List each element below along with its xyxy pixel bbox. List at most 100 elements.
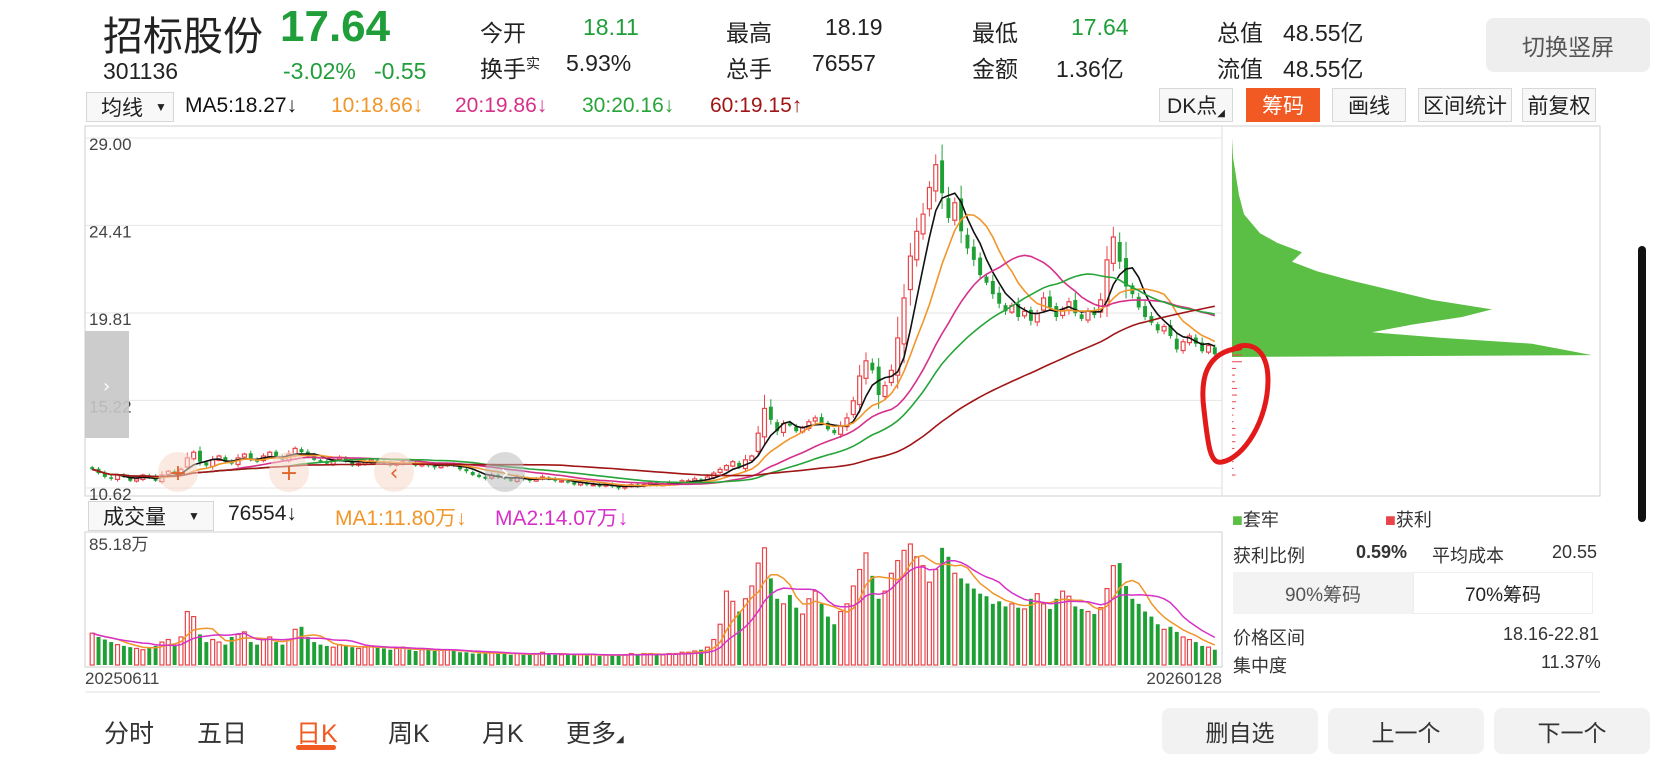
candle-down (1117, 241, 1122, 262)
volume-bar-down (876, 598, 881, 665)
volume-max-label: 85.18万 (89, 535, 149, 554)
volume-bar-down (1003, 606, 1008, 665)
candle-down (1047, 296, 1052, 308)
tab-daily-k[interactable]: 日K (296, 720, 338, 748)
chevron-right-icon: › (501, 461, 510, 486)
volume-bar-up (558, 654, 565, 666)
quote-amount-value: 1.36亿 (1056, 56, 1124, 82)
volume-bar-down (324, 645, 329, 665)
volume-bar-down (965, 583, 970, 665)
candle-up (241, 453, 247, 458)
volume-bar-down (502, 653, 507, 665)
candle-up (216, 455, 222, 461)
volume-bar-up (920, 565, 926, 666)
volume-bar-down (946, 556, 951, 665)
tab-chips-70[interactable]: 70%筹码 (1413, 572, 1593, 614)
volume-frame (84, 531, 1223, 668)
volume-bar-up (926, 581, 932, 666)
ma-line-5 (91, 192, 1216, 488)
volume-bar-down (426, 649, 431, 665)
switch-portrait-button[interactable]: 切换竖屏 (1486, 18, 1650, 72)
volume-bar-up (838, 610, 844, 666)
candle-down (458, 464, 463, 470)
candle-down (984, 276, 989, 283)
tab-chips-90[interactable]: 90%筹码 (1233, 572, 1413, 614)
volume-bar-down (121, 645, 126, 665)
next-stock-button[interactable]: 下一个 (1494, 708, 1650, 754)
volume-bar-down (546, 653, 551, 665)
quote-volume-value: 76557 (812, 50, 876, 76)
dk-point-button[interactable]: DK点 ◢ (1159, 88, 1233, 122)
chips-button[interactable]: 筹码 (1246, 88, 1320, 122)
volume-bar-up (888, 572, 894, 666)
candle-up (749, 455, 755, 461)
tab-intraday[interactable]: 分时 (104, 720, 155, 748)
volume-bar-down (971, 588, 976, 665)
volume-bar-up (159, 641, 165, 666)
volume-bar-down (1143, 611, 1148, 665)
candle-up (926, 186, 932, 210)
candle-up (952, 202, 958, 221)
tab-five-day[interactable]: 五日 (197, 720, 248, 748)
candle-down (128, 477, 133, 481)
axis-labels: 29.0024.4119.8115.2210.6285.18万202506112… (85, 135, 1222, 688)
candle-up (1205, 344, 1212, 353)
candle-up (850, 400, 856, 416)
volume-bar-up (679, 651, 685, 666)
volume-bar-up (1009, 603, 1015, 666)
candle-down (248, 453, 253, 460)
volume-bar-up (577, 654, 584, 666)
volume-bar-up (533, 652, 539, 666)
volume-bar-up (355, 647, 362, 666)
candle-down (223, 457, 228, 462)
forward-adjust-button[interactable]: 前复权 (1522, 88, 1596, 122)
candle-up (755, 432, 761, 453)
candle-down (527, 479, 532, 481)
candle-up (134, 478, 140, 482)
volume-bar-down (1149, 616, 1154, 665)
volume-bar-down (819, 603, 824, 665)
volume-bar-down (1092, 614, 1097, 665)
volume-bar-up (178, 636, 184, 666)
candle-down (870, 362, 875, 371)
tab-more[interactable]: 更多◢ (566, 714, 624, 750)
previous-stock-button[interactable]: 上一个 (1328, 708, 1484, 754)
tab-monthly-k[interactable]: 月K (482, 720, 524, 748)
ma-select[interactable]: 均线 ▼ (86, 92, 174, 122)
ma-line-10 (91, 213, 1216, 487)
volume-bar-down (775, 598, 780, 665)
candle-down (832, 430, 837, 434)
turnover-label-text: 换手 (480, 56, 526, 82)
volume-bar-up (140, 649, 146, 666)
remove-favorite-button[interactable]: 删自选 (1162, 708, 1318, 754)
volume-bar-up (660, 654, 666, 666)
volume-bar-up (857, 568, 863, 666)
quote-open-value: 18.11 (583, 14, 639, 40)
candle-up (1041, 297, 1047, 311)
candle-down (350, 461, 355, 466)
volume-bar-up (1180, 636, 1186, 666)
volume-bar-up (641, 652, 647, 666)
volume-bar-up (260, 638, 266, 666)
volume-bar-up (1110, 565, 1116, 666)
volume-indicator-select[interactable]: 成交量 ▼ (88, 501, 214, 531)
draw-line-button[interactable]: 画线 (1332, 88, 1406, 122)
candle-down (965, 234, 970, 249)
volume-bar-down (572, 654, 577, 665)
candle-down (1092, 310, 1097, 316)
volume-bar-down (1079, 608, 1084, 665)
interval-stats-button[interactable]: 区间统计 (1418, 88, 1512, 122)
scrollbar[interactable] (1638, 246, 1646, 522)
volume-bar-up (761, 547, 768, 666)
volume-bar-up (914, 556, 920, 666)
ma20-value: 20:19.86↓ (455, 94, 548, 117)
tab-weekly-k[interactable]: 周K (388, 720, 430, 748)
candle-down (1168, 325, 1173, 337)
moving-average-lines (91, 192, 1216, 488)
candle-down (1028, 309, 1033, 321)
volume-bar-up (539, 651, 546, 666)
add-icon: + (280, 461, 298, 486)
volume-bar-down (635, 654, 640, 665)
volume-bar-down (1200, 645, 1205, 665)
